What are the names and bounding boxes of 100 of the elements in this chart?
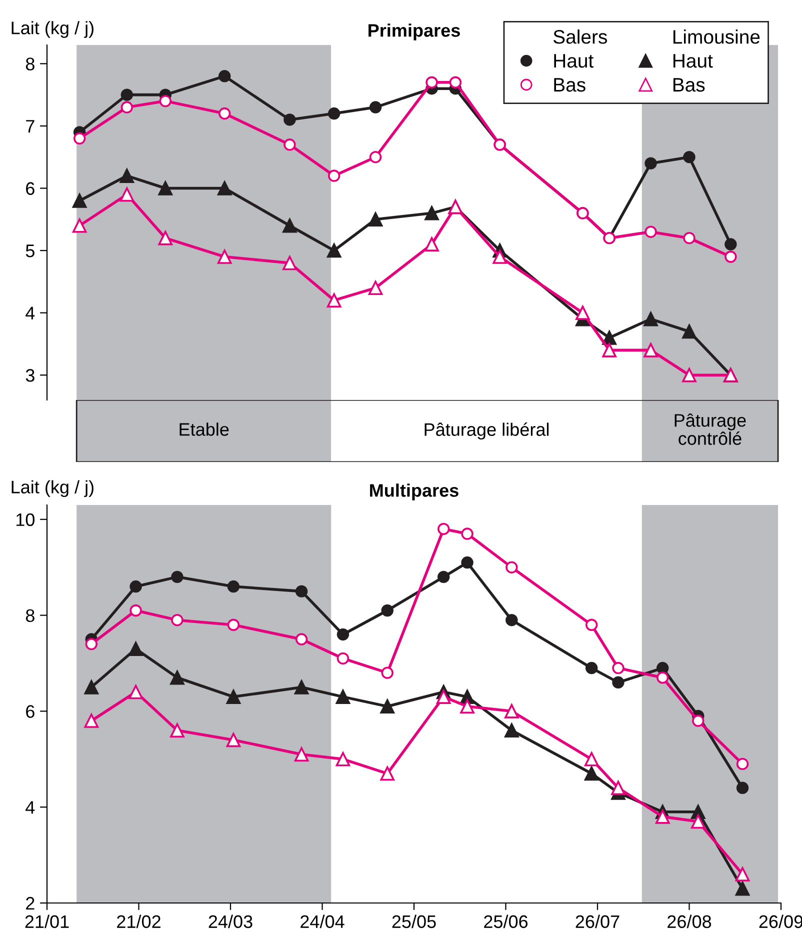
point bbox=[369, 101, 382, 114]
point bbox=[294, 680, 309, 694]
x-tick-label: 21/02 bbox=[117, 914, 160, 928]
point bbox=[218, 107, 231, 120]
point bbox=[227, 580, 240, 593]
point bbox=[692, 714, 704, 727]
point bbox=[294, 747, 309, 762]
point bbox=[576, 306, 590, 320]
chart-title: Primipares bbox=[368, 24, 460, 40]
point bbox=[504, 704, 519, 718]
point bbox=[461, 556, 474, 569]
point bbox=[612, 662, 624, 674]
y-tick-label: 6 bbox=[26, 182, 34, 195]
point bbox=[504, 723, 519, 738]
point bbox=[461, 528, 474, 540]
point bbox=[424, 237, 439, 252]
point bbox=[295, 585, 308, 598]
point bbox=[724, 250, 737, 263]
point bbox=[217, 181, 232, 196]
y-tick-label: 4 bbox=[26, 801, 35, 814]
y-tick-label: 7 bbox=[26, 120, 34, 133]
y-axis-title: Lait (kg / j) bbox=[12, 480, 94, 498]
legend-label: Bas bbox=[554, 78, 586, 92]
point bbox=[328, 107, 340, 120]
point bbox=[381, 604, 394, 617]
x-tick-label: 24/04 bbox=[300, 914, 344, 928]
point bbox=[336, 752, 350, 766]
point bbox=[171, 570, 184, 584]
point bbox=[655, 810, 670, 824]
point bbox=[336, 652, 350, 665]
y-tick-label: 8 bbox=[26, 58, 34, 70]
point bbox=[612, 676, 624, 689]
y-tick-label: 8 bbox=[26, 609, 34, 622]
point bbox=[424, 206, 439, 220]
point bbox=[328, 170, 340, 182]
point bbox=[437, 522, 450, 536]
text: Limousine bbox=[673, 30, 760, 44]
point bbox=[171, 614, 184, 626]
point bbox=[227, 618, 240, 631]
point bbox=[611, 780, 626, 796]
point bbox=[506, 614, 518, 626]
x-tick-label: 25/06 bbox=[484, 914, 528, 928]
point bbox=[602, 330, 616, 345]
point bbox=[437, 570, 450, 584]
x-tick-label: 21/01 bbox=[25, 914, 69, 928]
y-tick-label: 10 bbox=[16, 513, 34, 526]
point bbox=[724, 238, 737, 250]
point bbox=[284, 138, 296, 151]
point bbox=[492, 250, 507, 264]
point bbox=[736, 758, 749, 770]
point bbox=[284, 114, 296, 126]
point bbox=[326, 293, 342, 308]
point bbox=[170, 670, 184, 685]
legend-label: Haut bbox=[554, 54, 594, 68]
point bbox=[585, 618, 598, 631]
point bbox=[506, 561, 518, 574]
point bbox=[326, 243, 342, 258]
point bbox=[644, 343, 658, 358]
chart-title: Multipares bbox=[370, 484, 458, 500]
point bbox=[282, 256, 297, 270]
point bbox=[690, 814, 706, 829]
point bbox=[460, 699, 474, 714]
point bbox=[368, 212, 383, 227]
point bbox=[656, 672, 669, 684]
point bbox=[644, 312, 658, 326]
legend-label: Haut bbox=[673, 54, 713, 68]
y-tick-label: 3 bbox=[26, 369, 34, 382]
point bbox=[683, 232, 696, 244]
point bbox=[584, 752, 599, 766]
point bbox=[226, 690, 241, 704]
x-tick-label: 24/03 bbox=[208, 914, 252, 928]
y-tick-label: 2 bbox=[26, 896, 34, 910]
point bbox=[368, 280, 383, 296]
point bbox=[226, 732, 241, 748]
point bbox=[336, 628, 350, 641]
y-tick-label: 6 bbox=[26, 705, 34, 718]
band-label: Pâturage libéral bbox=[424, 422, 549, 440]
legend-label: Bas bbox=[673, 78, 705, 92]
point bbox=[644, 157, 657, 170]
y-axis-title: Lait (kg / j) bbox=[12, 21, 94, 38]
point bbox=[585, 662, 598, 674]
point bbox=[380, 699, 395, 714]
point bbox=[436, 690, 451, 704]
point bbox=[682, 324, 696, 339]
point bbox=[170, 723, 184, 738]
band-label: Etable bbox=[180, 422, 229, 436]
x-tick-label: 26/08 bbox=[668, 914, 712, 928]
point bbox=[736, 782, 749, 794]
text: Salers bbox=[553, 30, 608, 44]
point bbox=[380, 766, 395, 781]
point bbox=[295, 633, 308, 646]
point bbox=[735, 881, 750, 896]
point bbox=[584, 766, 599, 781]
point bbox=[158, 230, 173, 246]
x-tick-label: 25/05 bbox=[392, 914, 436, 928]
point bbox=[218, 70, 231, 82]
point bbox=[735, 867, 750, 882]
point bbox=[381, 666, 394, 679]
point bbox=[426, 76, 438, 88]
y-tick-label: 5 bbox=[26, 244, 34, 258]
